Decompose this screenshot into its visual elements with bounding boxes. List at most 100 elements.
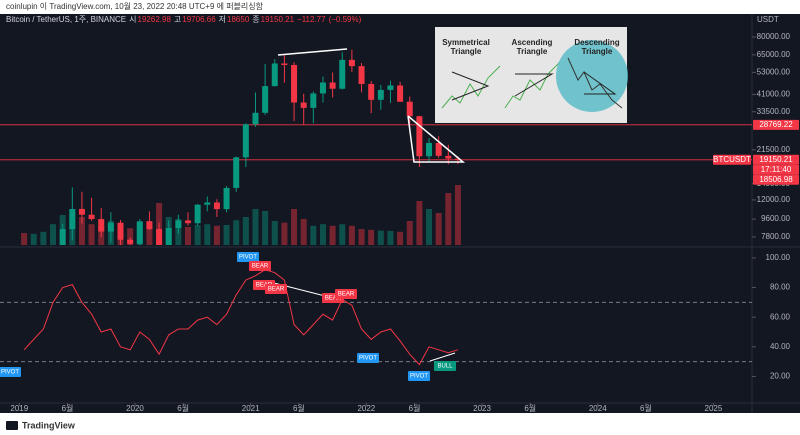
candle-body <box>165 228 172 245</box>
candle-body <box>426 142 433 157</box>
volume-bar <box>387 231 394 245</box>
annotation: PIVOT <box>1 370 19 376</box>
annotation-bg <box>265 284 287 294</box>
brand-logo <box>6 421 18 430</box>
x-tick-label: 2020 <box>126 404 144 413</box>
x-tick-label: 6월 <box>640 403 652 413</box>
annotation: PIVOT <box>359 356 377 362</box>
legend-text: 18650 <box>227 15 250 24</box>
y-tick-label: 60.00 <box>770 312 791 321</box>
candle-body <box>387 85 394 90</box>
annotation-bg <box>434 361 456 371</box>
inset-triangle <box>451 71 490 101</box>
candle-body <box>88 214 95 220</box>
volume-bar <box>30 233 37 245</box>
inset-title: Descending Triangle <box>574 38 619 56</box>
inset-title: Ascending Triangle <box>512 38 553 56</box>
legend-text: 저 <box>219 15 226 24</box>
inset-triangle <box>583 71 617 95</box>
price-tag-label: 18506.98 <box>759 175 793 184</box>
volume-bar <box>242 217 249 245</box>
rsi-pane <box>0 269 752 366</box>
annotation: PIVOT <box>239 255 257 261</box>
candle-body <box>78 208 85 215</box>
x-tick-label: 2025 <box>705 404 723 413</box>
annotation-bg <box>335 289 357 299</box>
legend-text: 19150.21 <box>261 15 295 24</box>
annotation-bg <box>249 261 271 271</box>
candle-body <box>310 93 317 108</box>
legend-text: 시 <box>129 15 136 24</box>
volume-bar <box>40 231 47 245</box>
y-tick-label: 40.00 <box>770 342 791 351</box>
volume-bar <box>339 224 346 245</box>
volume-bar <box>435 213 442 245</box>
rsi-trendline <box>429 352 456 362</box>
candle-body <box>454 158 461 160</box>
price-tag <box>753 119 799 130</box>
volume-bar <box>329 225 336 245</box>
y-tick-label: 80.00 <box>770 283 791 292</box>
volume-bar <box>50 224 57 245</box>
annotation-bg <box>0 367 21 377</box>
candle-body <box>233 157 240 188</box>
annotation: BEAR <box>325 296 342 302</box>
price-tag <box>713 154 751 165</box>
volume-bar <box>185 227 191 245</box>
volume-bar <box>252 209 259 245</box>
y-tick-label: 53000.00 <box>757 67 791 76</box>
candle-body <box>281 63 288 65</box>
annotation-bg <box>237 252 259 262</box>
candle-body <box>271 63 278 87</box>
volume-bar <box>127 228 134 245</box>
annotation: BEAR <box>256 283 273 289</box>
price-tag-label: BTCUSDT <box>713 155 751 164</box>
inset-image: Symmetrical Triangle Ascending Triangle De… <box>435 27 628 123</box>
candle-body <box>435 142 442 156</box>
inset-line <box>441 65 501 109</box>
y-tick-label: 20.00 <box>770 372 791 381</box>
x-tick-label: 6월 <box>62 403 74 413</box>
candle-body <box>117 222 124 240</box>
annotation-bg <box>408 371 430 381</box>
volume-bar <box>358 229 365 245</box>
triangle <box>407 115 466 163</box>
price-pane <box>0 49 752 245</box>
volume-bar <box>300 219 307 245</box>
y-tick-label: 100.00 <box>766 253 791 262</box>
volume-bar <box>233 220 240 245</box>
volume-bar <box>377 230 384 245</box>
volume-bar <box>78 217 85 245</box>
candle-body <box>319 82 326 94</box>
volume-bar <box>213 225 220 245</box>
candle-body <box>194 204 201 224</box>
candle-body <box>368 83 375 100</box>
candle-body <box>59 229 66 245</box>
volume-bar <box>146 221 153 245</box>
legend-row: Bitcoin / TetherUS, 1주, BINANCE 시 19262.98… <box>6 15 362 24</box>
currency: USDT <box>757 15 779 24</box>
volume-bar <box>204 224 211 245</box>
x-tick-label: 2023 <box>473 404 491 413</box>
volume-bar <box>88 224 95 245</box>
volume-bar <box>21 233 28 245</box>
candle-body <box>223 187 230 210</box>
volume-bar <box>281 222 288 245</box>
candle-body <box>156 229 163 245</box>
volume-bar <box>291 209 298 245</box>
inset-line <box>567 57 623 109</box>
price-tag <box>753 154 799 165</box>
candle-body <box>262 86 269 113</box>
candle-body <box>339 59 346 89</box>
y-tick-label: 21500.00 <box>757 145 791 154</box>
candle-body <box>416 116 423 157</box>
y-tick-label: 7800.00 <box>761 232 790 241</box>
candle-body <box>445 155 452 159</box>
candle-body <box>358 66 365 84</box>
candle-body <box>406 101 413 117</box>
volume-bar <box>310 225 317 245</box>
legend-text: Bitcoin / TetherUS, 1주, BINANCE <box>6 15 126 24</box>
candle-body <box>348 59 355 67</box>
annotation: BEAR <box>268 287 285 293</box>
